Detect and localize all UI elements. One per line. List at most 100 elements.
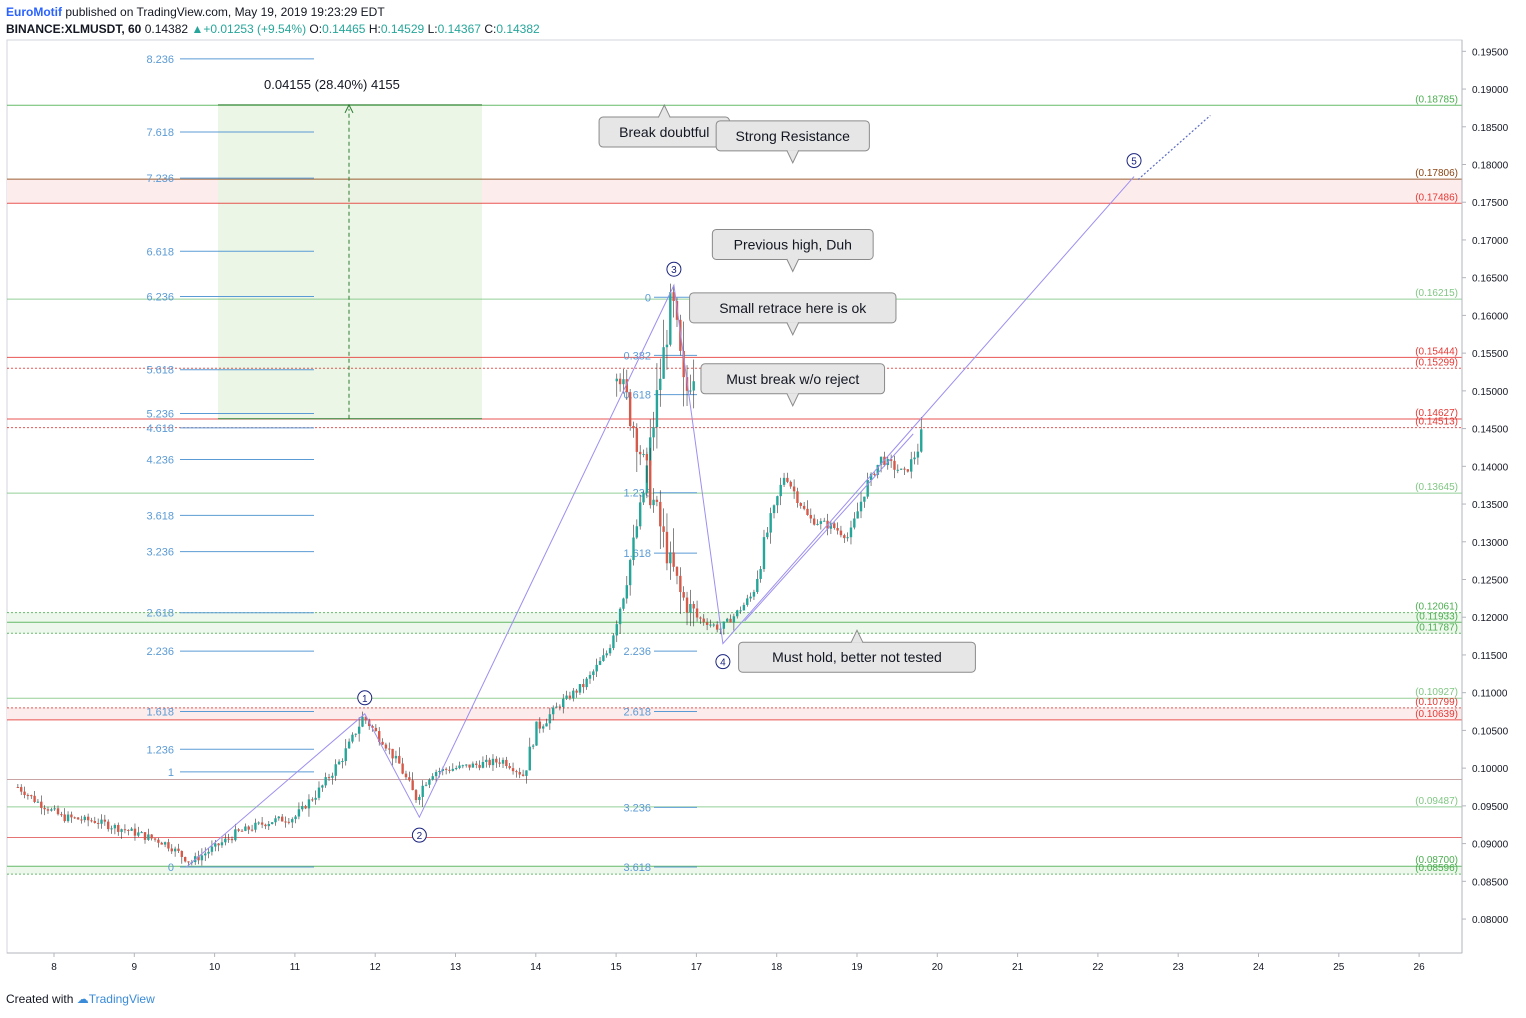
- candle-body: [866, 480, 869, 497]
- candle-body: [709, 624, 712, 626]
- candle-body: [558, 706, 562, 708]
- callout-pointer: [786, 322, 800, 337]
- candle-body: [86, 816, 90, 821]
- footer: Created with ☁TradingView: [6, 992, 155, 1006]
- candle-body: [428, 779, 431, 785]
- candle-body: [652, 499, 655, 506]
- fib-ext-label: 2.236: [146, 646, 174, 658]
- candle-body: [531, 745, 535, 747]
- callout-pointer: [786, 393, 800, 407]
- tradingview-brand[interactable]: TradingView: [88, 992, 155, 1006]
- time-tick-label: 10: [209, 962, 221, 973]
- fib-ext-label: 3.618: [146, 510, 174, 522]
- author-link[interactable]: EuroMotif: [6, 5, 62, 19]
- time-tick-label: 8: [51, 962, 57, 973]
- level-label: (0.10927): [1415, 687, 1458, 698]
- candle-body: [833, 523, 836, 529]
- fib-ext-label: 5.618: [146, 365, 174, 377]
- candle-body: [401, 763, 404, 774]
- symbol-name: BINANCE:XLMUSDT, 60: [6, 22, 142, 36]
- candle-body: [110, 828, 113, 830]
- candle-body: [715, 624, 719, 630]
- candle-body: [398, 755, 401, 764]
- candle-body: [214, 843, 217, 847]
- candle-body: [612, 635, 615, 649]
- candle-body: [776, 496, 779, 506]
- candle-body: [869, 473, 873, 481]
- candle-body: [525, 770, 528, 776]
- candle-body: [404, 773, 408, 778]
- candle-body: [147, 834, 150, 840]
- price-tick-label: 0.10000: [1472, 764, 1509, 775]
- candle-body: [46, 809, 50, 811]
- candle-body: [485, 759, 488, 762]
- created-with-text: Created with: [6, 992, 74, 1006]
- candle-body: [625, 379, 629, 393]
- candle-body: [695, 608, 699, 618]
- mid-resistance-zone: [7, 707, 1462, 720]
- candle-body: [444, 768, 448, 770]
- candle-body: [230, 838, 234, 841]
- candle-body: [56, 808, 60, 815]
- candle-body: [819, 521, 823, 524]
- candle-body: [418, 796, 421, 801]
- candle-body: [347, 741, 351, 749]
- price-tick-label: 0.19000: [1472, 85, 1509, 96]
- time-tick-label: 11: [290, 962, 301, 973]
- candle-body: [625, 585, 629, 599]
- candle-body: [498, 762, 501, 764]
- candle-body: [471, 763, 475, 768]
- candle-body: [635, 526, 639, 538]
- candle-body: [481, 761, 485, 768]
- candle-body: [725, 618, 729, 622]
- candle-body: [40, 801, 43, 808]
- level-label: (0.12061): [1415, 602, 1458, 613]
- level-label: (0.14627): [1415, 408, 1458, 419]
- candle-body: [672, 552, 675, 567]
- fib-ext-label: 4.236: [146, 455, 174, 467]
- wave-marker: [666, 261, 682, 277]
- time-tick-label: 17: [691, 962, 703, 973]
- callout-text: Previous high, Duh: [734, 236, 852, 252]
- high-label: H:: [368, 22, 381, 36]
- fib-ext-label: 7.618: [146, 127, 174, 139]
- fib-ext-label: 0: [168, 862, 174, 874]
- candle-body: [250, 829, 254, 831]
- candle-body: [756, 578, 759, 592]
- candle-body: [843, 535, 846, 539]
- time-tick-label: 12: [370, 962, 382, 973]
- candle-body: [475, 763, 478, 765]
- wave-marker: [715, 654, 731, 670]
- candle-body: [752, 591, 756, 597]
- candle-body: [916, 451, 920, 458]
- published-text: published on TradingView.com, May 19, 20…: [65, 5, 385, 19]
- candle-body: [682, 592, 685, 598]
- candle-body: [488, 759, 491, 766]
- candle-body: [759, 569, 762, 579]
- candle-body: [856, 511, 859, 519]
- candle-body: [260, 822, 264, 825]
- candle-body: [334, 764, 337, 776]
- candle-body: [662, 526, 665, 532]
- callout-text: Must break w/o reject: [726, 371, 859, 387]
- candle-body: [789, 481, 792, 487]
- candle-body: [60, 814, 63, 816]
- candle-body: [70, 814, 73, 818]
- candle-body: [23, 791, 26, 795]
- candle-body: [675, 566, 679, 576]
- candle-body: [689, 603, 692, 613]
- candle-body: [157, 839, 160, 843]
- time-tick-label: 13: [450, 962, 462, 973]
- candle-body: [361, 716, 364, 727]
- candle-body: [280, 816, 284, 822]
- candle-body: [30, 795, 33, 797]
- candle-body: [491, 758, 495, 766]
- candle-body: [451, 768, 455, 771]
- candle-body: [578, 684, 582, 693]
- candle-body: [602, 655, 605, 661]
- price-tick-label: 0.16500: [1472, 274, 1509, 285]
- candle-body: [535, 721, 538, 746]
- wave-marker: [1126, 153, 1142, 169]
- candle-body: [364, 716, 368, 721]
